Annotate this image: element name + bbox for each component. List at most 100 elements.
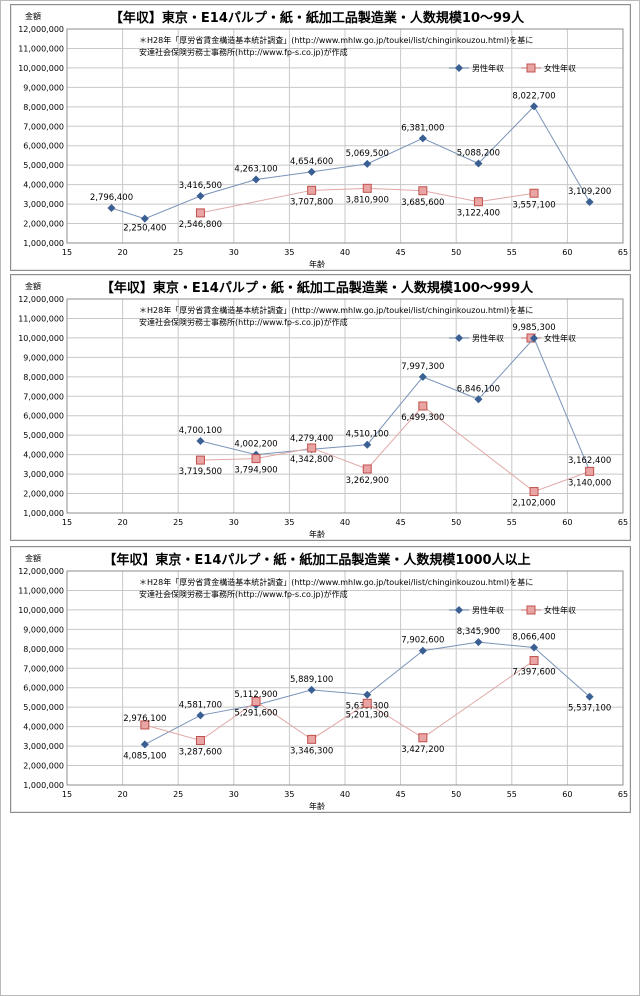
x-tick-label: 65 — [618, 248, 628, 257]
data-label: 3,810,900 — [346, 195, 389, 205]
data-label: 2,102,000 — [512, 499, 555, 509]
data-point-diamond — [418, 372, 427, 381]
data-label: 6,499,300 — [401, 413, 444, 423]
chart-medium-company: 【年収】東京・E14パルプ・紙・紙加工品製造業・人数規模100～999人 金額 1,… — [18, 280, 628, 539]
data-point-diamond — [474, 159, 483, 168]
data-point-square — [307, 443, 317, 453]
x-tick-label: 25 — [173, 790, 183, 799]
data-label: 9,985,300 — [512, 323, 555, 333]
x-tick-label: 25 — [173, 518, 183, 527]
legend-marker-diamond — [455, 334, 463, 342]
y-tick-label: 9,000,000 — [23, 353, 64, 362]
x-tick-label: 20 — [118, 790, 128, 799]
data-label: 6,846,100 — [457, 384, 500, 394]
data-point-square — [473, 197, 483, 207]
data-label: 2,976,100 — [123, 714, 166, 724]
data-point-square — [418, 733, 428, 743]
data-point-diamond — [107, 204, 116, 213]
legend-label: 女性年収 — [544, 63, 576, 73]
x-tick-label: 40 — [340, 518, 350, 527]
y-tick-label: 9,000,000 — [23, 625, 64, 634]
data-point-diamond — [530, 102, 539, 111]
data-label: 3,287,600 — [179, 747, 222, 757]
x-tick-label: 15 — [62, 248, 72, 257]
data-point-diamond — [140, 740, 149, 749]
x-axis-label: 年齢 — [309, 529, 325, 539]
x-tick-label: 65 — [618, 518, 628, 527]
data-label: 8,066,400 — [512, 633, 555, 643]
data-point-diamond — [418, 134, 427, 143]
data-point-diamond — [585, 692, 594, 701]
data-point-diamond — [196, 711, 205, 720]
data-label: 3,719,500 — [179, 467, 222, 477]
data-label: 3,685,600 — [401, 198, 444, 208]
data-point-diamond — [530, 643, 539, 652]
data-label: 4,700,100 — [179, 426, 222, 436]
y-axis-label: 金額 — [25, 281, 41, 291]
y-tick-label: 10,000,000 — [18, 64, 64, 73]
legend-label: 男性年収 — [472, 63, 504, 73]
data-label: 5,889,100 — [290, 675, 333, 685]
y-tick-label: 9,000,000 — [23, 83, 64, 92]
data-label: 5,201,300 — [346, 710, 389, 720]
x-tick-label: 30 — [229, 518, 239, 527]
data-point-square — [251, 697, 261, 707]
data-point-diamond — [363, 690, 372, 699]
data-point-diamond — [530, 334, 539, 343]
data-label: 4,510,100 — [346, 430, 389, 440]
data-point-diamond — [307, 685, 316, 694]
data-label: 3,346,300 — [290, 746, 333, 756]
data-point-square — [418, 186, 428, 196]
chart-panel-large: 【年収】東京・E14パルプ・紙・紙加工品製造業・人数規模1000人以上 金額 1,0… — [10, 546, 631, 813]
data-label: 3,707,800 — [290, 197, 333, 207]
chart-panel-small: 【年収】東京・E14パルプ・紙・紙加工品製造業・人数規模10～99人 金額 1,00… — [10, 4, 631, 271]
data-point-square — [362, 183, 372, 193]
legend-label: 男性年収 — [472, 605, 504, 615]
data-label: 3,109,200 — [568, 187, 611, 197]
data-label: 3,557,100 — [512, 200, 555, 210]
x-tick-label: 35 — [284, 518, 294, 527]
x-tick-label: 60 — [562, 790, 572, 799]
data-label: 8,345,900 — [457, 627, 500, 637]
data-point-square — [529, 188, 539, 198]
data-label: 8,022,700 — [512, 91, 555, 101]
data-point-diamond — [474, 395, 483, 404]
chart-note-line: ＊H28年「厚労省賃金構造基本統計調査」(http://www.mhlw.go.… — [139, 577, 533, 587]
legend-marker-diamond — [455, 64, 463, 72]
chart-title: 【年収】東京・E14パルプ・紙・紙加工品製造業・人数規模1000人以上 — [103, 552, 530, 568]
x-tick-label: 45 — [396, 518, 406, 527]
data-point-diamond — [307, 167, 316, 176]
x-tick-label: 25 — [173, 248, 183, 257]
data-label: 7,997,300 — [401, 362, 444, 372]
data-label: 6,381,000 — [401, 123, 444, 133]
y-tick-label: 3,000,000 — [23, 742, 64, 751]
data-point-diamond — [252, 175, 261, 184]
chart-note-line: 安達社会保険労務士事務所(http://www.fp-s.co.jp)が作成 — [139, 47, 348, 57]
data-label: 4,279,400 — [290, 434, 333, 444]
x-tick-label: 45 — [396, 248, 406, 257]
x-tick-label: 35 — [284, 790, 294, 799]
legend-marker-diamond — [455, 606, 463, 614]
data-point-diamond — [585, 197, 594, 206]
data-label: 3,262,900 — [346, 476, 389, 486]
x-tick-label: 20 — [118, 518, 128, 527]
x-tick-label: 55 — [507, 790, 517, 799]
chart-note-line: ＊H28年「厚労省賃金構造基本統計調査」(http://www.mhlw.go.… — [139, 305, 533, 315]
y-tick-label: 12,000,000 — [18, 25, 64, 34]
data-point-diamond — [418, 646, 427, 655]
chart-panel-medium: 【年収】東京・E14パルプ・紙・紙加工品製造業・人数規模100～999人 金額 1,… — [10, 274, 631, 541]
series-line — [111, 105, 591, 220]
plot-area — [66, 28, 624, 244]
y-tick-label: 8,000,000 — [23, 103, 64, 112]
data-point-square — [362, 698, 372, 708]
y-tick-label: 8,000,000 — [23, 373, 64, 382]
y-tick-label: 12,000,000 — [18, 567, 64, 576]
chart-note-line: ＊H28年「厚労省賃金構造基本統計調査」(http://www.mhlw.go.… — [139, 35, 533, 45]
y-tick-label: 1,000,000 — [23, 239, 64, 248]
data-label: 2,546,800 — [179, 220, 222, 230]
data-label: 7,902,600 — [401, 636, 444, 646]
data-label: 2,250,400 — [123, 224, 166, 234]
data-label: 5,291,600 — [234, 709, 277, 719]
series-line — [200, 337, 591, 472]
